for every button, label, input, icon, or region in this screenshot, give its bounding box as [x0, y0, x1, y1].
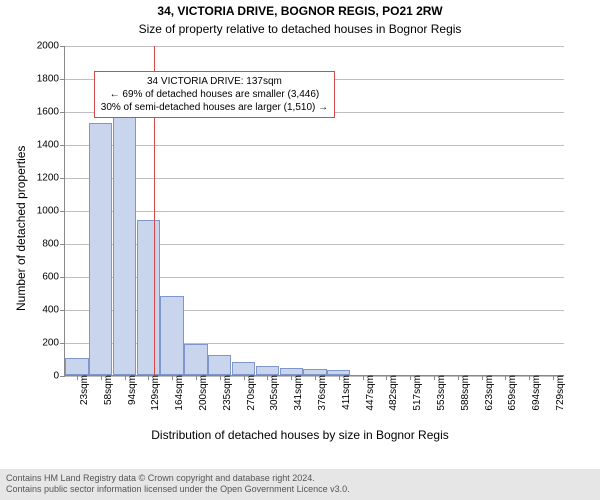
y-tick-label: 0	[53, 371, 65, 382]
x-tick-label: 517sqm	[410, 375, 423, 411]
y-tick-label: 200	[42, 338, 65, 349]
histogram-bar	[137, 220, 160, 375]
x-tick-label: 623sqm	[482, 375, 495, 411]
histogram-bar	[232, 362, 255, 375]
x-tick-label: 659sqm	[505, 375, 518, 411]
y-tick-label: 2000	[37, 41, 65, 52]
x-axis-label: Distribution of detached houses by size …	[0, 428, 600, 442]
chart-title-main: 34, VICTORIA DRIVE, BOGNOR REGIS, PO21 2…	[0, 4, 600, 18]
x-tick-label: 447sqm	[363, 375, 376, 411]
histogram-bar	[256, 366, 279, 375]
grid-line	[65, 178, 564, 179]
y-tick-label: 800	[42, 239, 65, 250]
y-tick-label: 400	[42, 305, 65, 316]
footer-line-2: Contains public sector information licen…	[6, 484, 594, 496]
x-tick-label: 270sqm	[244, 375, 257, 411]
x-tick-label: 94sqm	[125, 375, 138, 405]
chart-container: 34, VICTORIA DRIVE, BOGNOR REGIS, PO21 2…	[0, 0, 600, 500]
y-axis-label: Number of detached properties	[14, 146, 28, 311]
annotation-line: 34 VICTORIA DRIVE: 137sqm	[101, 75, 328, 88]
histogram-bar	[160, 296, 183, 375]
x-tick-label: 200sqm	[196, 375, 209, 411]
x-tick-label: 341sqm	[291, 375, 304, 411]
grid-line	[65, 46, 564, 47]
histogram-bar	[184, 344, 207, 375]
histogram-bar	[208, 355, 231, 375]
x-tick-label: 164sqm	[172, 375, 185, 411]
x-tick-label: 729sqm	[553, 375, 566, 411]
histogram-bar	[113, 117, 136, 375]
x-tick-label: 235sqm	[220, 375, 233, 411]
x-tick-label: 694sqm	[529, 375, 542, 411]
histogram-bar	[89, 123, 112, 375]
x-tick-label: 482sqm	[386, 375, 399, 411]
x-tick-label: 553sqm	[434, 375, 447, 411]
annotation-line: 30% of semi-detached houses are larger (…	[101, 101, 328, 114]
x-tick-label: 129sqm	[148, 375, 161, 411]
x-tick-label: 376sqm	[315, 375, 328, 411]
x-tick-label: 305sqm	[267, 375, 280, 411]
plot-area: 020040060080010001200140016001800200023s…	[64, 46, 564, 376]
x-tick-label: 23sqm	[77, 375, 90, 405]
y-tick-label: 1800	[37, 74, 65, 85]
chart-footer: Contains HM Land Registry data © Crown c…	[0, 469, 600, 500]
y-tick-label: 600	[42, 272, 65, 283]
annotation-box: 34 VICTORIA DRIVE: 137sqm← 69% of detach…	[94, 71, 335, 118]
footer-line-1: Contains HM Land Registry data © Crown c…	[6, 473, 594, 485]
x-tick-label: 588sqm	[458, 375, 471, 411]
y-tick-label: 1200	[37, 173, 65, 184]
histogram-bar	[65, 358, 88, 375]
x-tick-label: 58sqm	[101, 375, 114, 405]
annotation-line: ← 69% of detached houses are smaller (3,…	[101, 88, 328, 101]
grid-line	[65, 211, 564, 212]
grid-line	[65, 145, 564, 146]
chart-title-sub: Size of property relative to detached ho…	[0, 22, 600, 36]
histogram-bar	[280, 368, 303, 375]
x-tick-label: 411sqm	[339, 375, 352, 410]
y-tick-label: 1600	[37, 107, 65, 118]
y-tick-label: 1000	[37, 206, 65, 217]
y-tick-label: 1400	[37, 140, 65, 151]
